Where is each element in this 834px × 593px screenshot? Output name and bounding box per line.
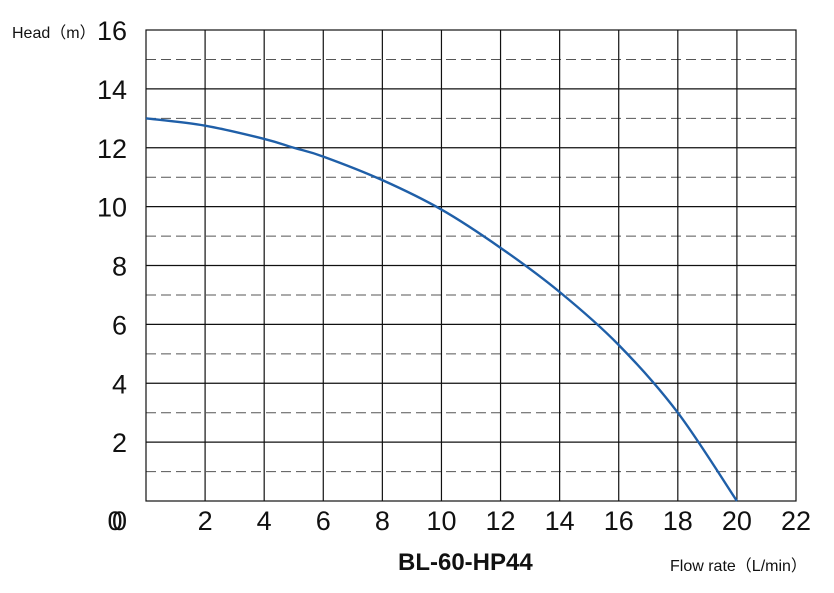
- y-tick-label: 6: [112, 310, 127, 340]
- x-tick-labels: 0 2 4 6 8 10 12 14 16 18 20 22: [107, 506, 811, 536]
- y-tick-labels: 0 2 4 6 8 10 12 14 16: [97, 16, 127, 536]
- y-tick-label: 16: [97, 16, 127, 46]
- x-tick-label: 16: [604, 506, 634, 536]
- y-tick-label: 10: [97, 193, 127, 223]
- x-tick-label: 0: [107, 506, 122, 536]
- y-axis-label: Head（m）: [12, 24, 96, 42]
- y-tick-label: 4: [112, 369, 127, 399]
- minor-gridlines: [146, 58, 796, 473]
- y-tick-label: 14: [97, 75, 127, 105]
- y-tick-label: 8: [112, 252, 127, 282]
- x-tick-label: 14: [545, 506, 575, 536]
- x-tick-label: 10: [426, 506, 456, 536]
- plot-frame: [145, 29, 797, 502]
- x-tick-label: 18: [663, 506, 693, 536]
- y-tick-label: 2: [112, 428, 127, 458]
- x-tick-label: 8: [375, 506, 390, 536]
- x-tick-label: 12: [486, 506, 516, 536]
- x-tick-label: 6: [316, 506, 331, 536]
- x-tick-label: 22: [781, 506, 811, 536]
- x-axis-label: Flow rate（L/min）: [670, 557, 807, 575]
- head-curve-line: [145, 117, 738, 502]
- x-tick-label: 4: [257, 506, 272, 536]
- y-tick-label: 0: [112, 506, 127, 536]
- y-tick-label: 12: [97, 134, 127, 164]
- x-tick-label: 2: [198, 506, 213, 536]
- chart-title: BL-60-HP44: [398, 549, 533, 576]
- major-gridlines: [146, 30, 796, 501]
- x-tick-label: 20: [722, 506, 752, 536]
